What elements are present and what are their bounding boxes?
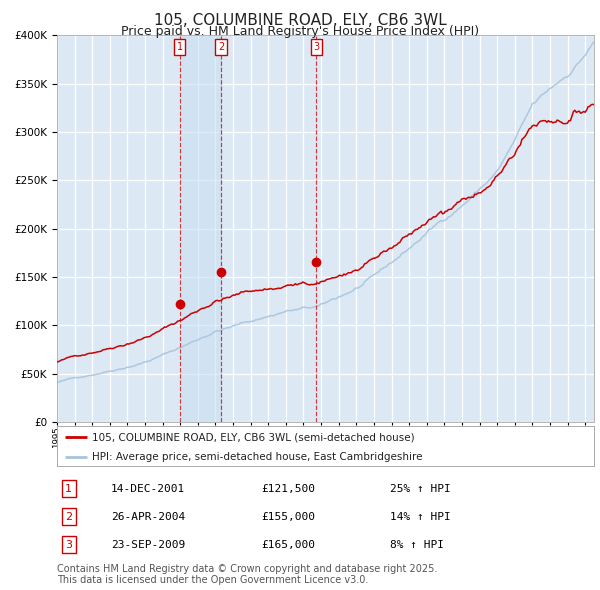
Text: Price paid vs. HM Land Registry's House Price Index (HPI): Price paid vs. HM Land Registry's House … [121,25,479,38]
Bar [179,35,221,422]
Text: 1: 1 [65,484,73,494]
Text: 2: 2 [65,512,73,522]
Text: HPI: Average price, semi-detached house, East Cambridgeshire: HPI: Average price, semi-detached house,… [92,453,422,463]
Text: 14% ↑ HPI: 14% ↑ HPI [390,512,451,522]
Text: Contains HM Land Registry data © Crown copyright and database right 2025.
This d: Contains HM Land Registry data © Crown c… [57,563,437,585]
Text: 1: 1 [176,42,182,52]
Text: 8% ↑ HPI: 8% ↑ HPI [390,540,444,550]
Text: £155,000: £155,000 [261,512,315,522]
Text: £121,500: £121,500 [261,484,315,494]
Text: 14-DEC-2001: 14-DEC-2001 [111,484,185,494]
Text: 3: 3 [65,540,73,550]
Text: 25% ↑ HPI: 25% ↑ HPI [390,484,451,494]
Text: 2: 2 [218,42,224,52]
Text: 23-SEP-2009: 23-SEP-2009 [111,540,185,550]
Text: 26-APR-2004: 26-APR-2004 [111,512,185,522]
Text: £165,000: £165,000 [261,540,315,550]
Text: 3: 3 [313,42,319,52]
Text: 105, COLUMBINE ROAD, ELY, CB6 3WL: 105, COLUMBINE ROAD, ELY, CB6 3WL [154,13,446,28]
Text: 105, COLUMBINE ROAD, ELY, CB6 3WL (semi-detached house): 105, COLUMBINE ROAD, ELY, CB6 3WL (semi-… [92,432,415,442]
